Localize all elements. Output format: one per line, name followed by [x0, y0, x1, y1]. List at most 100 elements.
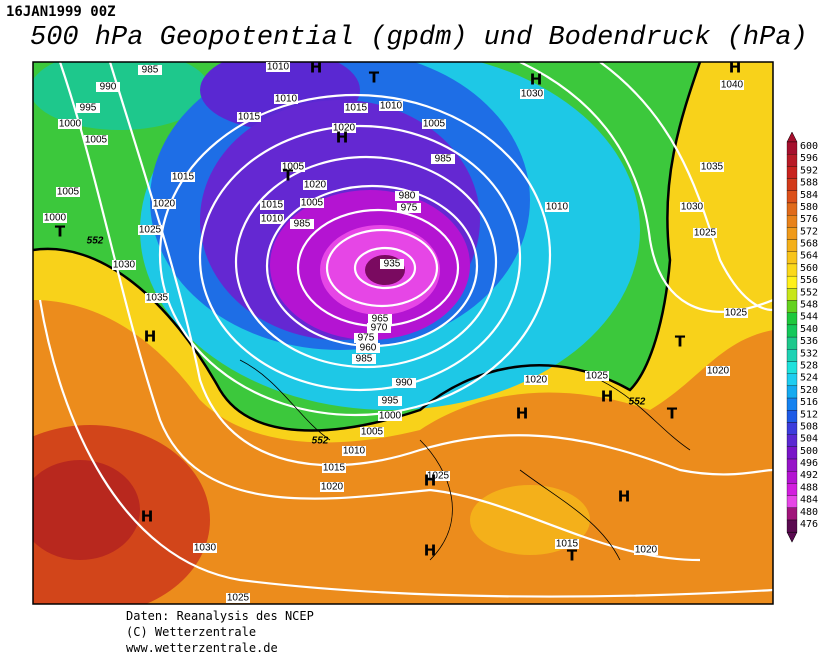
isobar-label: 1030 — [113, 260, 136, 271]
isobar-label: 975 — [401, 203, 418, 214]
isobar-label: 1010 — [546, 202, 569, 213]
legend-label: 564 — [800, 251, 818, 262]
pressure-center: H — [141, 508, 154, 526]
legend-swatch — [786, 361, 798, 374]
isobar-label: 1010 — [275, 94, 298, 105]
label-bg — [274, 94, 298, 104]
contour-label: 552 — [629, 397, 646, 408]
isobar-label: 1020 — [635, 545, 658, 556]
map-title: 500 hPa Geopotential (gpdm) und Bodendru… — [30, 23, 808, 53]
isobar-label: 1020 — [333, 123, 356, 134]
label-bg — [680, 202, 704, 212]
pressure-center: H — [144, 328, 157, 346]
label-bg — [555, 539, 579, 549]
map-labels: 9859909951000100510051000101510201025103… — [43, 59, 748, 604]
isobar-label: 1025 — [139, 225, 162, 236]
legend-label: 528 — [800, 360, 818, 371]
legend-swatch — [786, 166, 798, 179]
isobar-label: 1010 — [380, 101, 403, 112]
legend-label: 596 — [800, 153, 818, 164]
pressure-center: H — [310, 59, 323, 77]
isobar-label: 1015 — [323, 463, 346, 474]
pressure-center: T — [283, 167, 294, 185]
isobar-label: 1000 — [379, 411, 402, 422]
legend-swatch — [786, 446, 798, 460]
pressure-center: H — [424, 472, 437, 490]
label-bg — [520, 89, 544, 99]
isobar-label: 1020 — [707, 366, 730, 377]
label-bg — [706, 366, 730, 376]
legend-swatch — [786, 239, 798, 252]
label-bg — [112, 260, 136, 270]
label-bg — [356, 343, 380, 353]
label-bg — [392, 378, 416, 388]
label-bg — [379, 101, 403, 111]
legend-label: 492 — [800, 470, 818, 481]
label-bg — [266, 62, 290, 72]
label-bg — [724, 308, 748, 318]
label-bg — [693, 228, 717, 238]
legend-swatch — [786, 215, 798, 228]
legend-label: 476 — [800, 519, 818, 530]
isobar-label: 990 — [396, 378, 413, 389]
label-bg — [426, 471, 450, 481]
contour-label: 552 — [312, 436, 329, 447]
isobar-label: 995 — [80, 103, 97, 114]
isobar-label: 1030 — [521, 89, 544, 100]
label-bg — [171, 172, 195, 182]
label-bg — [585, 371, 609, 381]
pressure-center: T — [675, 333, 686, 351]
isobar-label: 1040 — [721, 80, 744, 91]
legend-label: 588 — [800, 178, 818, 189]
label-bg — [300, 198, 324, 208]
legend-swatch — [786, 434, 798, 447]
isobar-label: 935 — [384, 259, 401, 270]
legend-swatch — [786, 190, 798, 204]
isobar-label: 995 — [382, 396, 399, 407]
legend-swatch — [786, 300, 798, 313]
label-bg — [145, 293, 169, 303]
isobar-label: 975 — [358, 333, 375, 344]
label-bg — [397, 203, 421, 213]
isobar-label: 1000 — [44, 213, 67, 224]
isobar-label: 985 — [356, 354, 373, 365]
legend-swatch — [786, 288, 798, 301]
label-bg — [378, 411, 402, 421]
map-field — [33, 62, 773, 604]
legend-swatch — [786, 471, 798, 484]
legend-label: 580 — [800, 202, 818, 213]
legend-swatch — [786, 495, 798, 508]
isobar-label: 1025 — [725, 308, 748, 319]
legend-swatch — [786, 385, 798, 399]
label-bg — [76, 103, 100, 113]
legend-label: 572 — [800, 226, 818, 237]
legend-label: 584 — [800, 190, 818, 201]
contour-label: 552 — [87, 236, 104, 247]
isobar-label: 960 — [360, 343, 377, 354]
legend-swatch — [786, 458, 798, 472]
isobar-label: 1010 — [343, 446, 366, 457]
map-date: 16JAN1999 00Z — [6, 4, 116, 20]
isobar-label: 1015 — [556, 539, 579, 550]
label-bg — [431, 154, 455, 164]
isobar-label: 1020 — [525, 375, 548, 386]
label-bg — [290, 219, 314, 229]
isobar-label: 985 — [435, 154, 452, 165]
legend-swatch — [786, 483, 798, 496]
label-bg — [352, 354, 376, 364]
legend-swatch — [786, 324, 798, 338]
isobar-label: 1015 — [261, 200, 284, 211]
label-bg — [545, 202, 569, 212]
label-bg — [422, 119, 446, 129]
pressure-center: H — [618, 488, 631, 506]
pressure-center: T — [369, 69, 380, 87]
label-bg — [395, 191, 419, 201]
pressure-center: H — [336, 129, 349, 147]
pressure-center: T — [667, 405, 678, 423]
isobar-label: 1010 — [267, 62, 290, 73]
label-bg — [342, 446, 366, 456]
legend-label: 512 — [800, 409, 818, 420]
label-bg — [378, 396, 402, 406]
label-bg — [152, 199, 176, 209]
legend-label: 568 — [800, 239, 818, 250]
